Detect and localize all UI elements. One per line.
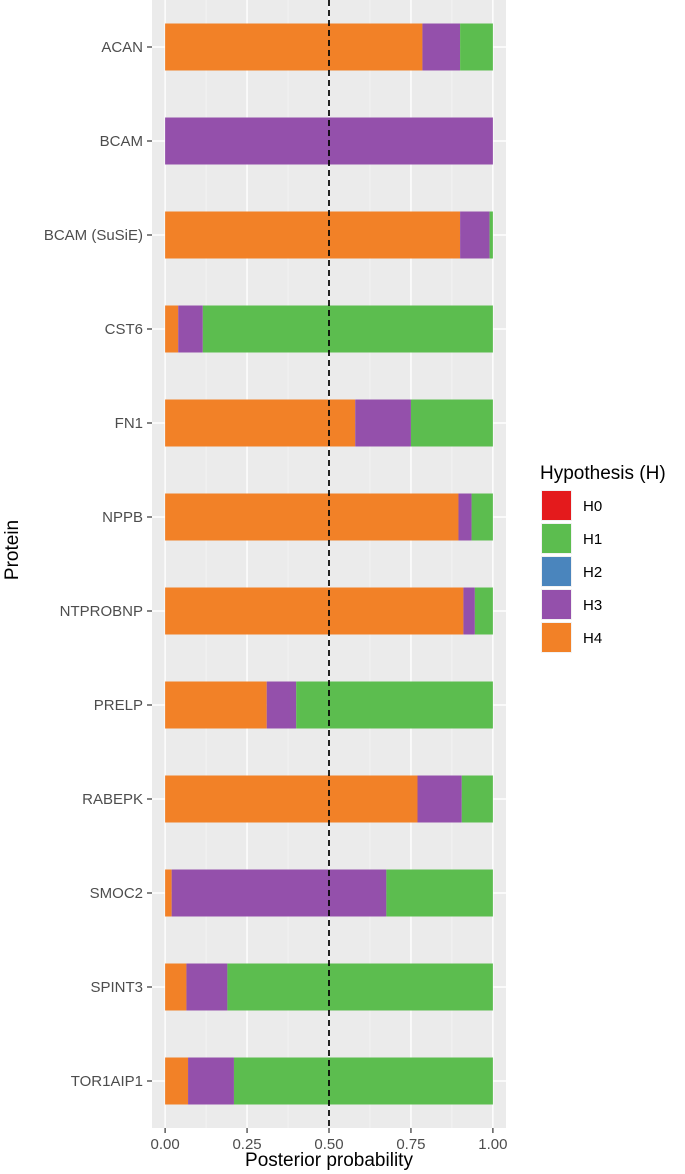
bar-segment-h3 — [186, 963, 228, 1011]
legend-swatch-h3 — [542, 590, 571, 619]
bar-segment-h4 — [165, 869, 172, 917]
legend-swatch-h2 — [542, 557, 571, 586]
legend: Hypothesis (H) H0 H1 H2 H3 H4 — [540, 463, 666, 653]
x-axis-title: Posterior probability — [245, 1150, 413, 1171]
y-tick-label: ACAN — [101, 39, 143, 56]
legend-label-h3: H3 — [583, 597, 602, 614]
bar-segment-h3 — [458, 493, 472, 541]
y-tick-label: FN1 — [115, 415, 143, 432]
y-tick-label: BCAM (SuSiE) — [44, 227, 143, 244]
legend-title: Hypothesis (H) — [540, 463, 666, 484]
bar-segment-h1 — [233, 1057, 493, 1105]
axes: 0.00 0.25 0.50 0.75 1.00 ACAN BCAM BCAM (SuSiE)… — [44, 39, 508, 1153]
bar-segment-h3 — [355, 399, 411, 447]
y-tick-label: CST6 — [105, 321, 143, 338]
legend-swatch-h4 — [542, 623, 571, 652]
bar-segment-h1 — [227, 963, 493, 1011]
bar-segment-h3 — [417, 775, 462, 823]
y-tick-label: NPPB — [102, 509, 143, 526]
bar-segment-h4 — [165, 211, 461, 259]
bar-segment-h4 — [165, 23, 423, 71]
bar-segment-h4 — [165, 493, 459, 541]
legend-label-h2: H2 — [583, 564, 602, 581]
x-tick-label: 0.25 — [232, 1136, 261, 1153]
y-tick-label: RABEPK — [82, 791, 143, 808]
bar-segment-h1 — [460, 23, 493, 71]
bar-segment-h4 — [165, 681, 267, 729]
bar-segment-h4 — [165, 775, 418, 823]
legend-swatch-h1 — [542, 524, 571, 553]
bar-segment-h4 — [165, 1057, 189, 1105]
bar-segment-h3 — [171, 869, 387, 917]
y-tick-label: NTPROBNP — [60, 603, 143, 620]
legend-label-h0: H0 — [583, 498, 602, 515]
x-tick-label: 0.00 — [151, 1136, 180, 1153]
y-tick-label: SPINT3 — [90, 979, 143, 996]
bar-segment-h1 — [386, 869, 493, 917]
bar-segment-h1 — [474, 587, 493, 635]
x-tick-label: 1.00 — [478, 1136, 507, 1153]
legend-label-h1: H1 — [583, 531, 602, 548]
bar-segment-h1 — [489, 211, 493, 259]
bar-segment-h1 — [296, 681, 493, 729]
bar-segment-h1 — [410, 399, 493, 447]
bar-segment-h1 — [471, 493, 493, 541]
y-tick-label: TOR1AIP1 — [71, 1073, 143, 1090]
bar-segment-h3 — [188, 1057, 234, 1105]
y-axis-title: Protein — [2, 520, 23, 580]
bar-segment-h3 — [178, 305, 203, 353]
legend-label-h4: H4 — [583, 630, 602, 647]
x-tick-label: 0.75 — [396, 1136, 425, 1153]
bar-segment-h3 — [463, 587, 475, 635]
bar-segment-h4 — [165, 587, 464, 635]
bar-segment-h4 — [165, 399, 356, 447]
legend-swatch-h0 — [542, 491, 571, 520]
bar-segment-h4 — [165, 963, 187, 1011]
bar-segment-h4 — [165, 305, 179, 353]
bar-segment-h1 — [202, 305, 493, 353]
bar-segment-h3 — [266, 681, 297, 729]
bar-segment-h3 — [460, 211, 490, 259]
y-tick-label: BCAM — [100, 133, 143, 150]
y-tick-label: SMOC2 — [90, 885, 143, 902]
y-tick-label: PRELP — [94, 697, 143, 714]
bars — [165, 23, 493, 1105]
bar-segment-h1 — [461, 775, 493, 823]
bar-segment-h3 — [422, 23, 461, 71]
x-tick-label: 0.50 — [314, 1136, 343, 1153]
